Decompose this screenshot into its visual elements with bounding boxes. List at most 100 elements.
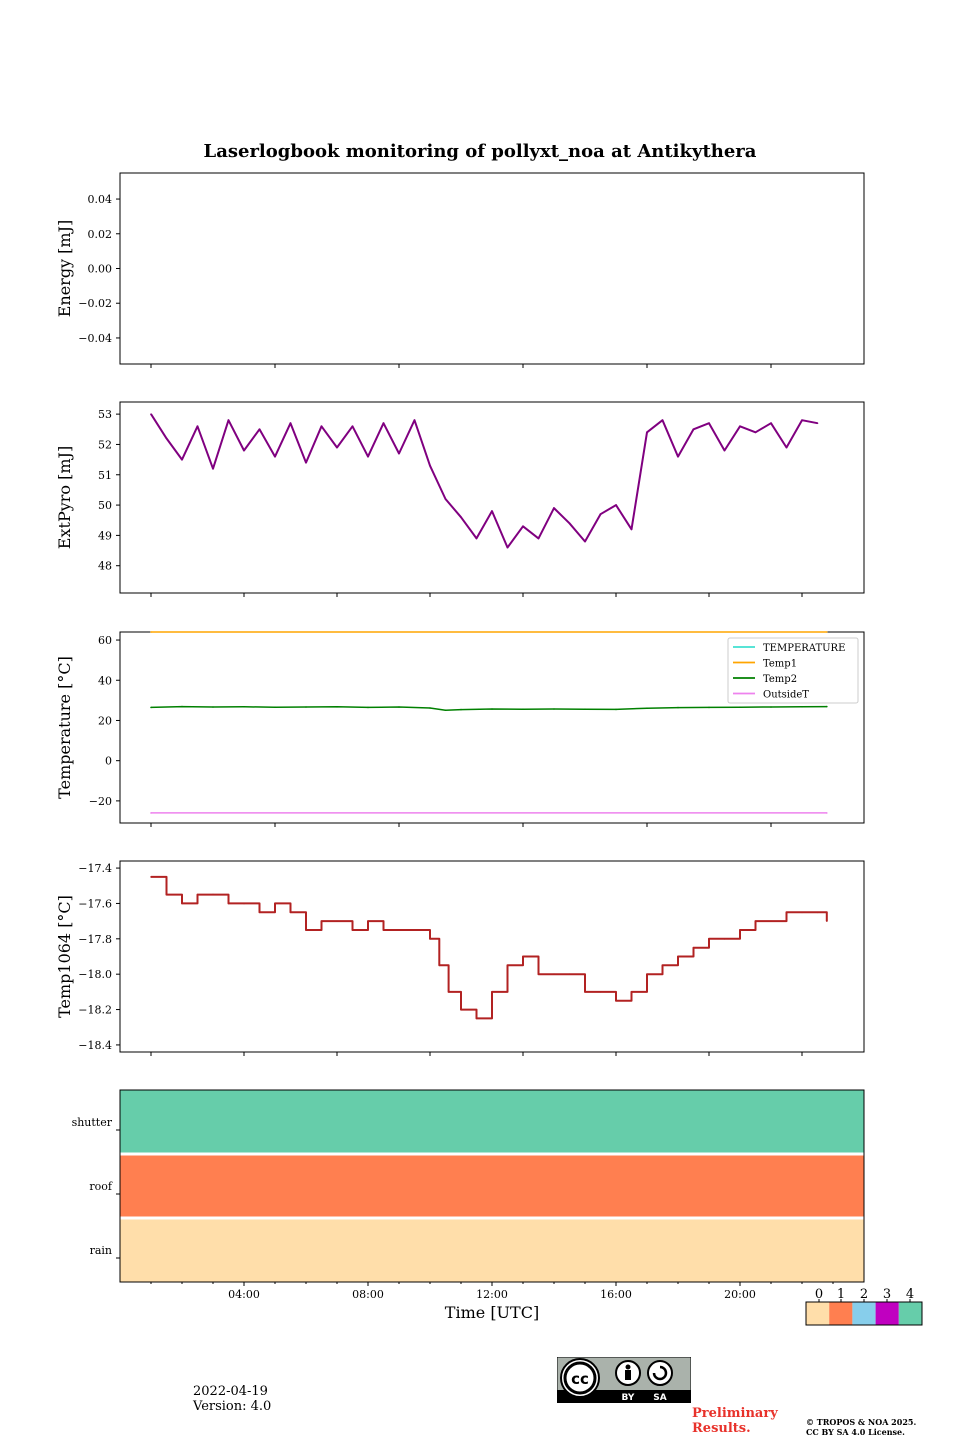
legend-label-temperature: TEMPERATURE [763,643,845,654]
colorbar-swatch-1 [829,1302,853,1325]
panel-3-point [630,991,633,993]
panel-2-point [305,706,307,708]
panel-1-point [336,446,338,449]
footer-date: 2022-04-19 [193,1384,268,1399]
panel-3-ytick-label: −18.0 [78,968,112,981]
panel-3-point [447,991,450,993]
panel-2-ytick-label: 60 [98,634,112,647]
panel-1-point [739,425,741,428]
panel-3-point [150,876,152,878]
panel-3-point [305,929,307,931]
panel-1-point [491,510,493,512]
panel-3-point [460,1008,462,1011]
colorbar-swatch-2 [852,1302,876,1325]
x-tick-label: 08:00 [352,1288,384,1301]
panel-1-ytick-label: 49 [98,529,112,542]
panel-1-point [708,422,710,425]
panel-2-point [150,706,152,709]
panel-1-ytick-label: 52 [98,438,112,451]
panel-3-point [568,973,571,975]
panel-0-ytick-label: 0.02 [88,228,113,241]
panel-0-ytick-label: −0.04 [78,332,112,345]
panel-3-point [816,911,819,914]
panel-1-point [305,461,307,464]
x-axis-label: Time [UTC] [445,1303,539,1322]
panel-1-point [227,419,230,421]
panel-3-point [646,973,648,975]
colorbar-tick-label: 0 [815,1287,823,1302]
panel-2-point [826,812,828,814]
panel-3-point [382,929,385,931]
panel-1-point [429,464,431,467]
panel-3-ytick-label: −17.6 [78,897,112,910]
status-row-shutter [120,1090,864,1153]
cc-sa-label: SA [653,1393,666,1403]
panel-2-point [212,706,214,708]
panel-1-point [413,419,416,421]
panel-1-point [165,437,168,440]
panel-1-point [475,537,478,540]
panel-3-point [351,929,354,931]
panel-1-point [320,425,323,428]
colorbar-swatch-3 [875,1302,899,1325]
panel-2-point [826,705,828,708]
panel-3-point [212,893,214,896]
panel-2-point [460,708,462,711]
panel-1-point [661,419,664,421]
panel-1-point [444,498,447,500]
panel-1-ytick-label: 51 [98,469,112,482]
panel-2-point [708,706,710,709]
panel-3-point [553,973,555,975]
legend-label-temp2: Temp2 [763,674,797,685]
panel-1-point [258,428,261,431]
panel-3-point [438,964,441,967]
panel-3-point [770,920,772,922]
x-tick-label: 16:00 [600,1288,632,1301]
panel-1-point [522,525,524,528]
panel-0-ytick-label: 0.00 [88,263,113,276]
panel-2-point [677,706,679,709]
panel-0-ytick-label: −0.02 [78,297,112,310]
figure-title: Laserlogbook monitoring of pollyxt_noa a… [203,141,757,162]
colorbar-tick-label: 2 [860,1287,868,1302]
panel-1-point [630,528,633,531]
panel-2-point [826,631,828,633]
panel-3-point [826,920,828,922]
panel-3-ytick-label: −18.4 [78,1039,112,1052]
svg-text:cc: cc [571,1370,589,1388]
legend-label-outsidet: OutsideT [763,690,809,701]
panel-2-ytick-label: 40 [98,674,112,687]
panel-3-point [367,920,369,922]
status-row-label-rain: rain [90,1244,112,1257]
panel-2-point [739,706,741,708]
panel-3-point [398,929,400,931]
status-row-rain [120,1219,864,1282]
colorbar-swatch-0 [806,1302,830,1325]
panel-3-point [289,911,292,914]
x-tick-label: 04:00 [228,1288,260,1301]
panel-3-point [537,973,540,975]
footer-version: Version: 4.0 [193,1399,272,1414]
panel-1-point [196,425,199,428]
panel-1-point [599,513,602,515]
panel-1-point [537,537,540,540]
panel-1-point [181,458,183,461]
panel-1-series-line [150,413,818,549]
panel-2-point [367,706,369,709]
panel-2-point [615,708,617,711]
status-row-roof [120,1155,864,1217]
cc-license-badge: cc BY SA [557,1357,691,1403]
panel-3-ytick-label: −17.8 [78,933,112,946]
panel-3-point [692,946,695,949]
panel-3-point [522,955,524,958]
panel-1-point [351,425,354,428]
panel-3-point [506,964,509,967]
panel-2-point [491,708,493,710]
panel-1-point [692,428,695,431]
panel-3-point [274,902,276,905]
panel-2-point [429,707,431,709]
colorbar-tick-label: 1 [837,1287,845,1302]
panel-1-point [212,467,214,470]
panel-2-point [150,812,152,814]
temperature-legend-box [727,637,859,704]
